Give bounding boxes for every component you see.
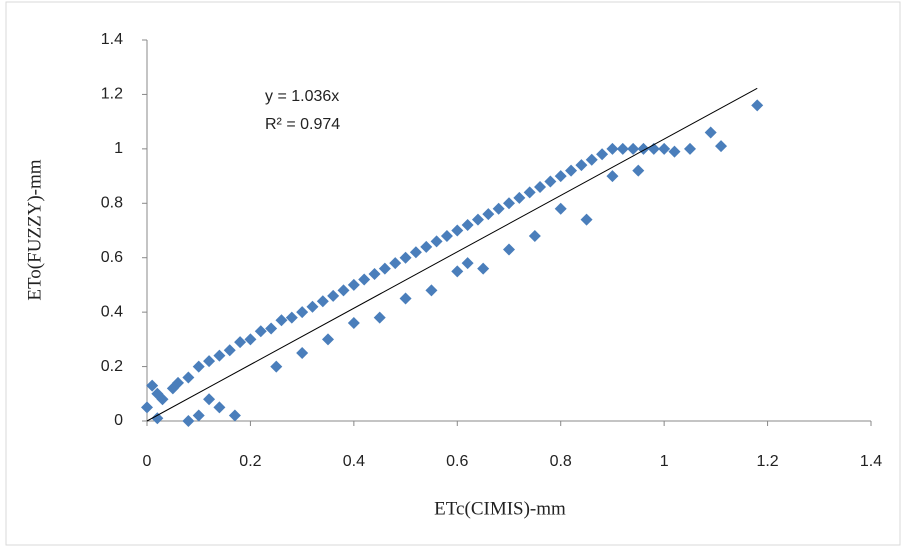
point: [389, 257, 402, 270]
y-tick-label: 1.2: [101, 86, 123, 103]
point: [534, 180, 547, 193]
point: [337, 284, 350, 297]
x-axis-title: ETc(CIMIS)-mm: [434, 498, 566, 519]
point: [575, 159, 588, 172]
point: [492, 202, 505, 215]
point: [616, 142, 629, 155]
point: [477, 262, 490, 275]
x-tick-label: 0.8: [550, 453, 572, 470]
point: [461, 257, 474, 270]
y-tick-label: 0.6: [101, 249, 123, 266]
point: [254, 325, 267, 338]
point: [378, 262, 391, 275]
point: [425, 284, 438, 297]
point: [192, 360, 205, 373]
point: [440, 229, 453, 242]
point: [451, 265, 464, 278]
point: [146, 379, 159, 392]
point: [554, 170, 567, 183]
point: [580, 213, 593, 226]
point: [182, 415, 195, 427]
point: [141, 401, 153, 414]
point: [513, 191, 526, 204]
y-tick-label: 0: [114, 412, 123, 429]
point: [192, 409, 205, 422]
point: [668, 145, 681, 158]
y-tick-label: 1: [114, 140, 123, 157]
point: [471, 213, 484, 226]
point: [270, 360, 283, 373]
point: [347, 317, 360, 330]
point: [503, 243, 515, 256]
y-tick-label: 0.2: [101, 358, 123, 375]
point: [606, 142, 619, 155]
point: [213, 349, 226, 362]
point: [327, 289, 340, 302]
point: [627, 142, 640, 155]
point: [451, 224, 464, 237]
x-tick-label: 0.6: [446, 453, 468, 470]
x-tick-label: 1: [660, 453, 669, 470]
point: [565, 164, 578, 177]
point: [244, 333, 257, 346]
point: [482, 208, 495, 221]
point: [265, 322, 278, 335]
point: [234, 336, 247, 349]
point: [715, 140, 728, 153]
point: [523, 186, 536, 199]
point: [409, 246, 422, 259]
point: [172, 376, 185, 389]
x-tick-label: 1.4: [860, 453, 882, 470]
point: [684, 142, 696, 155]
point: [203, 355, 216, 368]
point: [461, 219, 474, 232]
point: [296, 306, 309, 319]
point: [358, 273, 371, 286]
point: [399, 251, 412, 264]
point: [316, 295, 329, 308]
annotation: R² = 0.974: [265, 116, 340, 133]
point: [503, 197, 515, 210]
point: [704, 126, 717, 139]
trendline: [146, 87, 758, 422]
x-tick-label: 0.2: [239, 453, 261, 470]
point: [399, 292, 412, 305]
x-tick-label: 0.4: [343, 453, 365, 470]
point: [182, 371, 195, 384]
point: [275, 314, 288, 327]
x-tick-label: 1.2: [756, 453, 778, 470]
point: [347, 278, 360, 291]
point: [585, 153, 598, 166]
point: [632, 164, 645, 177]
point: [213, 401, 226, 414]
point: [658, 142, 671, 155]
x-tick-label: 0: [143, 453, 152, 470]
y-tick-label: 0.4: [101, 303, 123, 320]
point: [228, 409, 241, 422]
point: [596, 148, 609, 161]
point: [606, 170, 619, 183]
point: [322, 333, 334, 346]
annotation: y = 1.036x: [265, 88, 339, 105]
point: [156, 393, 169, 406]
y-tick-label: 0.8: [101, 195, 123, 212]
y-axis-title: ETo(FUZZY)-mm: [24, 159, 45, 300]
point: [223, 344, 236, 357]
point: [203, 393, 216, 406]
chart-frame: [5, 1, 901, 546]
point: [306, 300, 319, 313]
point: [430, 235, 443, 248]
point: [368, 268, 381, 281]
point: [296, 346, 309, 359]
point: [373, 311, 386, 324]
y-tick-label: 1.4: [101, 31, 123, 48]
point: [554, 202, 567, 215]
point: [751, 99, 764, 112]
point: [544, 175, 557, 188]
point: [420, 240, 433, 253]
point: [151, 412, 164, 425]
point: [528, 229, 541, 242]
point: [285, 311, 298, 324]
